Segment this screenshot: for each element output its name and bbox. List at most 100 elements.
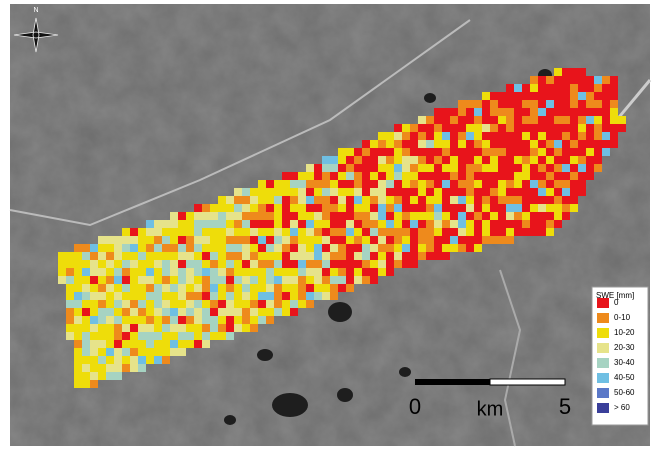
swe-cell bbox=[114, 284, 122, 292]
swe-cell bbox=[74, 300, 82, 308]
swe-cell bbox=[146, 252, 154, 260]
swe-cell bbox=[210, 220, 218, 228]
swe-cell bbox=[146, 276, 154, 284]
swe-cell bbox=[250, 244, 258, 252]
swe-cell bbox=[522, 100, 530, 108]
swe-cell bbox=[450, 228, 458, 236]
swe-cell bbox=[514, 84, 522, 92]
swe-cell bbox=[162, 236, 170, 244]
swe-cell bbox=[354, 188, 362, 196]
swe-cell bbox=[330, 180, 338, 188]
swe-cell bbox=[538, 148, 546, 156]
swe-cell bbox=[338, 164, 346, 172]
swe-cell bbox=[114, 260, 122, 268]
swe-cell bbox=[594, 140, 602, 148]
swe-cell bbox=[298, 284, 306, 292]
swe-cell bbox=[242, 212, 250, 220]
swe-cell bbox=[234, 324, 242, 332]
swe-cell bbox=[98, 276, 106, 284]
swe-cell bbox=[258, 300, 266, 308]
swe-cell bbox=[226, 300, 234, 308]
swe-cell bbox=[386, 148, 394, 156]
swe-cell bbox=[370, 148, 378, 156]
swe-cell bbox=[266, 316, 274, 324]
swe-cell bbox=[546, 196, 554, 204]
swe-cell bbox=[506, 172, 514, 180]
swe-cell bbox=[482, 188, 490, 196]
swe-cell bbox=[370, 268, 378, 276]
swe-cell bbox=[394, 236, 402, 244]
swe-cell bbox=[346, 260, 354, 268]
swe-cell bbox=[506, 100, 514, 108]
swe-cell bbox=[378, 156, 386, 164]
swe-cell bbox=[346, 212, 354, 220]
swe-cell bbox=[370, 188, 378, 196]
swe-cell bbox=[154, 292, 162, 300]
swe-cell bbox=[242, 316, 250, 324]
swe-cell bbox=[74, 292, 82, 300]
swe-cell bbox=[178, 332, 186, 340]
swe-cell bbox=[130, 324, 138, 332]
legend-label: 0-10 bbox=[614, 313, 631, 322]
swe-cell bbox=[370, 204, 378, 212]
swe-cell bbox=[402, 212, 410, 220]
swe-cell bbox=[266, 188, 274, 196]
swe-cell bbox=[410, 236, 418, 244]
swe-cell bbox=[330, 204, 338, 212]
swe-cell bbox=[482, 140, 490, 148]
swe-cell bbox=[466, 236, 474, 244]
swe-cell bbox=[146, 356, 154, 364]
swe-cell bbox=[490, 92, 498, 100]
swe-cell bbox=[242, 276, 250, 284]
swe-cell bbox=[82, 308, 90, 316]
swe-cell bbox=[546, 108, 554, 116]
swe-cell bbox=[450, 108, 458, 116]
swe-cell bbox=[370, 236, 378, 244]
swe-cell bbox=[546, 84, 554, 92]
swe-cell bbox=[546, 100, 554, 108]
swe-cell bbox=[90, 284, 98, 292]
swe-cell bbox=[442, 124, 450, 132]
swe-cell bbox=[466, 228, 474, 236]
swe-cell bbox=[162, 316, 170, 324]
swe-cell bbox=[314, 252, 322, 260]
swe-cell bbox=[570, 204, 578, 212]
swe-cell bbox=[434, 140, 442, 148]
swe-cell bbox=[474, 188, 482, 196]
swe-cell bbox=[146, 244, 154, 252]
swe-cell bbox=[98, 244, 106, 252]
swe-cell bbox=[538, 188, 546, 196]
swe-cell bbox=[554, 140, 562, 148]
swe-cell bbox=[178, 220, 186, 228]
swe-cell bbox=[194, 212, 202, 220]
swe-cell bbox=[402, 156, 410, 164]
swe-cell bbox=[106, 324, 114, 332]
swe-cell bbox=[442, 156, 450, 164]
swe-cell bbox=[498, 132, 506, 140]
swe-cell bbox=[418, 228, 426, 236]
swe-cell bbox=[586, 156, 594, 164]
swe-cell bbox=[394, 172, 402, 180]
swe-cell bbox=[482, 148, 490, 156]
swe-cell bbox=[338, 204, 346, 212]
swe-cell bbox=[266, 212, 274, 220]
swe-cell bbox=[578, 84, 586, 92]
scale-tick: 0 bbox=[409, 394, 421, 419]
swe-cell bbox=[90, 244, 98, 252]
swe-cell bbox=[66, 268, 74, 276]
swe-cell bbox=[330, 212, 338, 220]
swe-cell bbox=[570, 140, 578, 148]
legend-swatch bbox=[597, 388, 609, 398]
swe-cell bbox=[474, 100, 482, 108]
swe-cell bbox=[266, 268, 274, 276]
swe-cell bbox=[434, 108, 442, 116]
swe-cell bbox=[130, 348, 138, 356]
swe-cell bbox=[162, 228, 170, 236]
swe-cell bbox=[354, 172, 362, 180]
swe-cell bbox=[74, 308, 82, 316]
swe-cell bbox=[90, 308, 98, 316]
swe-cell bbox=[146, 300, 154, 308]
swe-cell bbox=[554, 68, 562, 76]
swe-cell bbox=[250, 292, 258, 300]
swe-cell bbox=[242, 236, 250, 244]
